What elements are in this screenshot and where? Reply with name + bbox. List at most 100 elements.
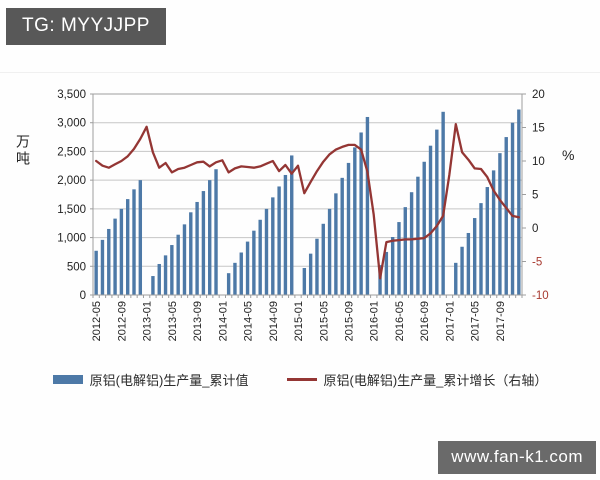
x-axis-tick-label: 2013-09 bbox=[192, 301, 204, 341]
x-axis-tick-label: 2017-05 bbox=[470, 301, 482, 341]
right-axis-tick-label: 15 bbox=[532, 123, 545, 135]
bar bbox=[125, 199, 130, 295]
x-axis-tick-label: 2015-01 bbox=[293, 301, 305, 341]
photo-edge-divider bbox=[0, 72, 600, 73]
x-axis-tick-label: 2014-09 bbox=[268, 301, 280, 341]
right-axis-tick-label: 0 bbox=[532, 223, 538, 235]
left-axis-tick-label: 1,000 bbox=[57, 233, 86, 245]
bar bbox=[283, 174, 288, 295]
left-axis-tick-label: 2,500 bbox=[57, 146, 86, 158]
bar bbox=[107, 228, 111, 295]
bar bbox=[195, 201, 199, 295]
x-axis-tick-label: 2012-09 bbox=[116, 301, 128, 341]
x-axis-tick-label: 2017-01 bbox=[444, 301, 456, 341]
legend-item-line: 原铝(电解铝)生产量_累计增长（右轴） bbox=[286, 370, 548, 389]
x-axis-tick-label: 2014-01 bbox=[217, 301, 229, 341]
bar bbox=[359, 132, 363, 295]
bars-group bbox=[94, 109, 521, 296]
bar bbox=[334, 193, 338, 295]
x-axis-tick-label: 2015-05 bbox=[318, 301, 330, 341]
x-axis-tick-labels: 2012-05 2012-09 2013-01 2013-05 2013-09 2014-… bbox=[91, 301, 507, 341]
bar bbox=[113, 218, 117, 295]
bar bbox=[504, 137, 508, 295]
bar bbox=[308, 253, 313, 295]
bar bbox=[176, 234, 180, 295]
x-axis-tick-label: 2013-05 bbox=[167, 301, 179, 341]
bar bbox=[226, 273, 231, 295]
left-axis-tick-label: 3,500 bbox=[57, 89, 86, 101]
bar bbox=[479, 203, 483, 295]
bar bbox=[277, 186, 281, 295]
bar bbox=[365, 116, 370, 295]
bar bbox=[340, 177, 344, 295]
telegram-watermark-text: TG: MYYJJPP bbox=[22, 15, 150, 36]
left-axis-tick-label: 1,500 bbox=[57, 204, 86, 216]
bar bbox=[517, 109, 521, 296]
right-axis-tick-label: 20 bbox=[532, 89, 545, 101]
bar bbox=[252, 230, 256, 295]
left-axis-tick-label: 500 bbox=[67, 261, 86, 273]
bar bbox=[416, 176, 420, 295]
bar bbox=[321, 223, 325, 295]
bar bbox=[460, 246, 464, 295]
bar bbox=[378, 265, 382, 295]
bar bbox=[454, 262, 458, 295]
bar bbox=[290, 155, 294, 295]
bar bbox=[409, 192, 414, 295]
bar bbox=[119, 208, 124, 295]
bar bbox=[403, 207, 407, 295]
bar bbox=[466, 232, 471, 295]
line-series-label: 原铝(电解铝)生产量_累计增长（右轴） bbox=[323, 373, 548, 388]
bar bbox=[264, 208, 269, 295]
legend-item-bars: 原铝(电解铝)生产量_累计值 bbox=[52, 370, 249, 389]
bar bbox=[397, 222, 401, 295]
bar bbox=[441, 111, 445, 295]
bar bbox=[189, 212, 193, 295]
bar bbox=[151, 276, 155, 295]
bar bbox=[233, 262, 237, 295]
chart-legend: 原铝(电解铝)生产量_累计值 原铝(电解铝)生产量_累计增长（右轴） bbox=[0, 370, 600, 389]
bar bbox=[422, 161, 426, 295]
x-axis-tick-label: 2012-05 bbox=[91, 301, 103, 341]
bar bbox=[327, 208, 332, 295]
line-series-swatch bbox=[286, 378, 317, 381]
bar bbox=[435, 129, 439, 295]
x-axis-tick-label: 2015-09 bbox=[344, 301, 356, 341]
right-axis-tick-label: -10 bbox=[532, 290, 549, 302]
bar bbox=[472, 218, 477, 295]
right-axis-tick-labels: -10 -5 0 5 10 15 20 bbox=[522, 89, 549, 302]
gridlines bbox=[93, 93, 522, 267]
bar bbox=[315, 238, 319, 295]
bar-series-label: 原铝(电解铝)生产量_累计值 bbox=[89, 373, 249, 388]
growth-line bbox=[95, 123, 520, 280]
bar bbox=[346, 162, 351, 295]
bar bbox=[170, 245, 174, 295]
bar bbox=[214, 169, 218, 295]
x-axis-tick-label: 2016-09 bbox=[419, 301, 431, 341]
bar bbox=[485, 187, 490, 295]
right-axis-tick-label: 10 bbox=[532, 156, 545, 168]
bar bbox=[271, 197, 275, 295]
bar bbox=[491, 170, 496, 295]
bar bbox=[384, 251, 389, 295]
bar bbox=[498, 153, 502, 295]
site-watermark-text: www.fan-k1.com bbox=[451, 447, 583, 466]
axes bbox=[92, 93, 523, 298]
site-watermark-badge: www.fan-k1.com bbox=[438, 441, 596, 474]
x-axis-tick-label: 2016-01 bbox=[369, 301, 381, 341]
left-axis-tick-label: 0 bbox=[80, 290, 86, 302]
x-axis-tick-label: 2016-05 bbox=[394, 301, 406, 341]
right-axis-unit-label: % bbox=[562, 147, 575, 163]
bar bbox=[100, 239, 105, 295]
bar bbox=[157, 263, 161, 295]
bar bbox=[208, 180, 212, 295]
bar bbox=[258, 219, 262, 295]
bar bbox=[138, 180, 143, 295]
telegram-watermark-badge: TG: MYYJJPP bbox=[6, 8, 166, 45]
right-axis-tick-label: 5 bbox=[532, 190, 538, 202]
left-axis-tick-label: 3,000 bbox=[57, 118, 86, 130]
bar bbox=[239, 252, 243, 295]
bar bbox=[182, 224, 187, 295]
bar bbox=[94, 250, 98, 295]
